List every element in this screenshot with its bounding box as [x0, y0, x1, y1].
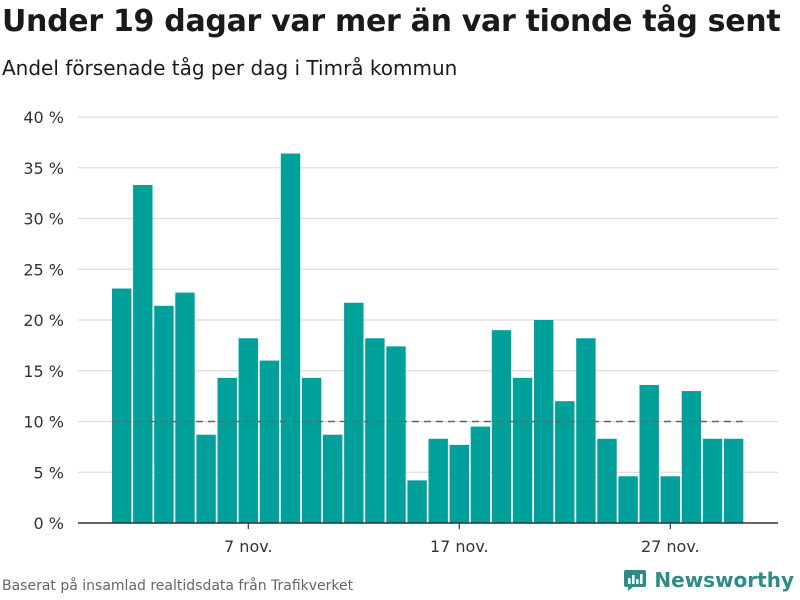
bar — [618, 476, 638, 523]
bar — [597, 438, 617, 523]
bar — [196, 434, 216, 523]
gridlines — [78, 116, 778, 473]
y-tick-label: 0 % — [34, 514, 64, 533]
bar — [681, 391, 702, 523]
bar — [576, 338, 596, 523]
source-note: Baserat på insamlad realtidsdata från Tr… — [2, 578, 354, 594]
x-tick-label: 27 nov. — [641, 537, 700, 556]
y-tick-label: 40 % — [23, 108, 64, 127]
bar — [428, 438, 448, 523]
chart-subtitle: Andel försenade tåg per dag i Timrå komm… — [2, 56, 458, 80]
bar — [133, 185, 153, 523]
bar — [512, 377, 533, 523]
bar — [217, 377, 237, 523]
bar — [112, 288, 132, 523]
bar — [259, 360, 280, 523]
bars — [112, 153, 744, 524]
brand: Newsworthy — [623, 568, 794, 592]
bar — [280, 153, 301, 524]
bar — [238, 338, 258, 523]
bar — [449, 444, 469, 523]
bar — [660, 476, 680, 523]
y-tick-label: 10 % — [23, 413, 64, 432]
bar — [365, 338, 385, 523]
y-tick-label: 25 % — [23, 260, 64, 279]
y-tick-label: 35 % — [23, 159, 64, 178]
bar — [702, 438, 723, 523]
x-tick-label: 17 nov. — [430, 537, 489, 556]
chart-title: Under 19 dagar var mer än var tionde tåg… — [2, 4, 781, 39]
bar — [154, 305, 174, 523]
x-axis — [78, 522, 778, 529]
bar — [723, 438, 744, 523]
y-tick-label: 15 % — [23, 362, 64, 381]
bar — [386, 346, 406, 523]
y-axis-tick-labels: 0 % 5 % 10 % 15 % 20 % 25 % 30 % 35 % 40 % — [23, 108, 64, 533]
newsworthy-logo-icon — [624, 570, 647, 591]
brand-name: Newsworthy — [654, 568, 794, 592]
y-tick-label: 20 % — [23, 311, 64, 330]
bar — [491, 330, 512, 523]
bar — [534, 320, 554, 523]
bar — [555, 401, 575, 523]
bar — [639, 384, 659, 523]
bar — [344, 302, 364, 523]
bar — [407, 480, 427, 523]
x-axis-tick-labels: 7 nov. 17 nov. 27 nov. — [224, 537, 700, 556]
x-tick-label: 7 nov. — [224, 537, 273, 556]
y-tick-label: 30 % — [23, 210, 64, 229]
bar — [175, 292, 195, 523]
bar — [301, 377, 322, 523]
bar — [323, 434, 343, 523]
y-tick-label: 5 % — [34, 463, 64, 482]
bar — [470, 426, 491, 523]
